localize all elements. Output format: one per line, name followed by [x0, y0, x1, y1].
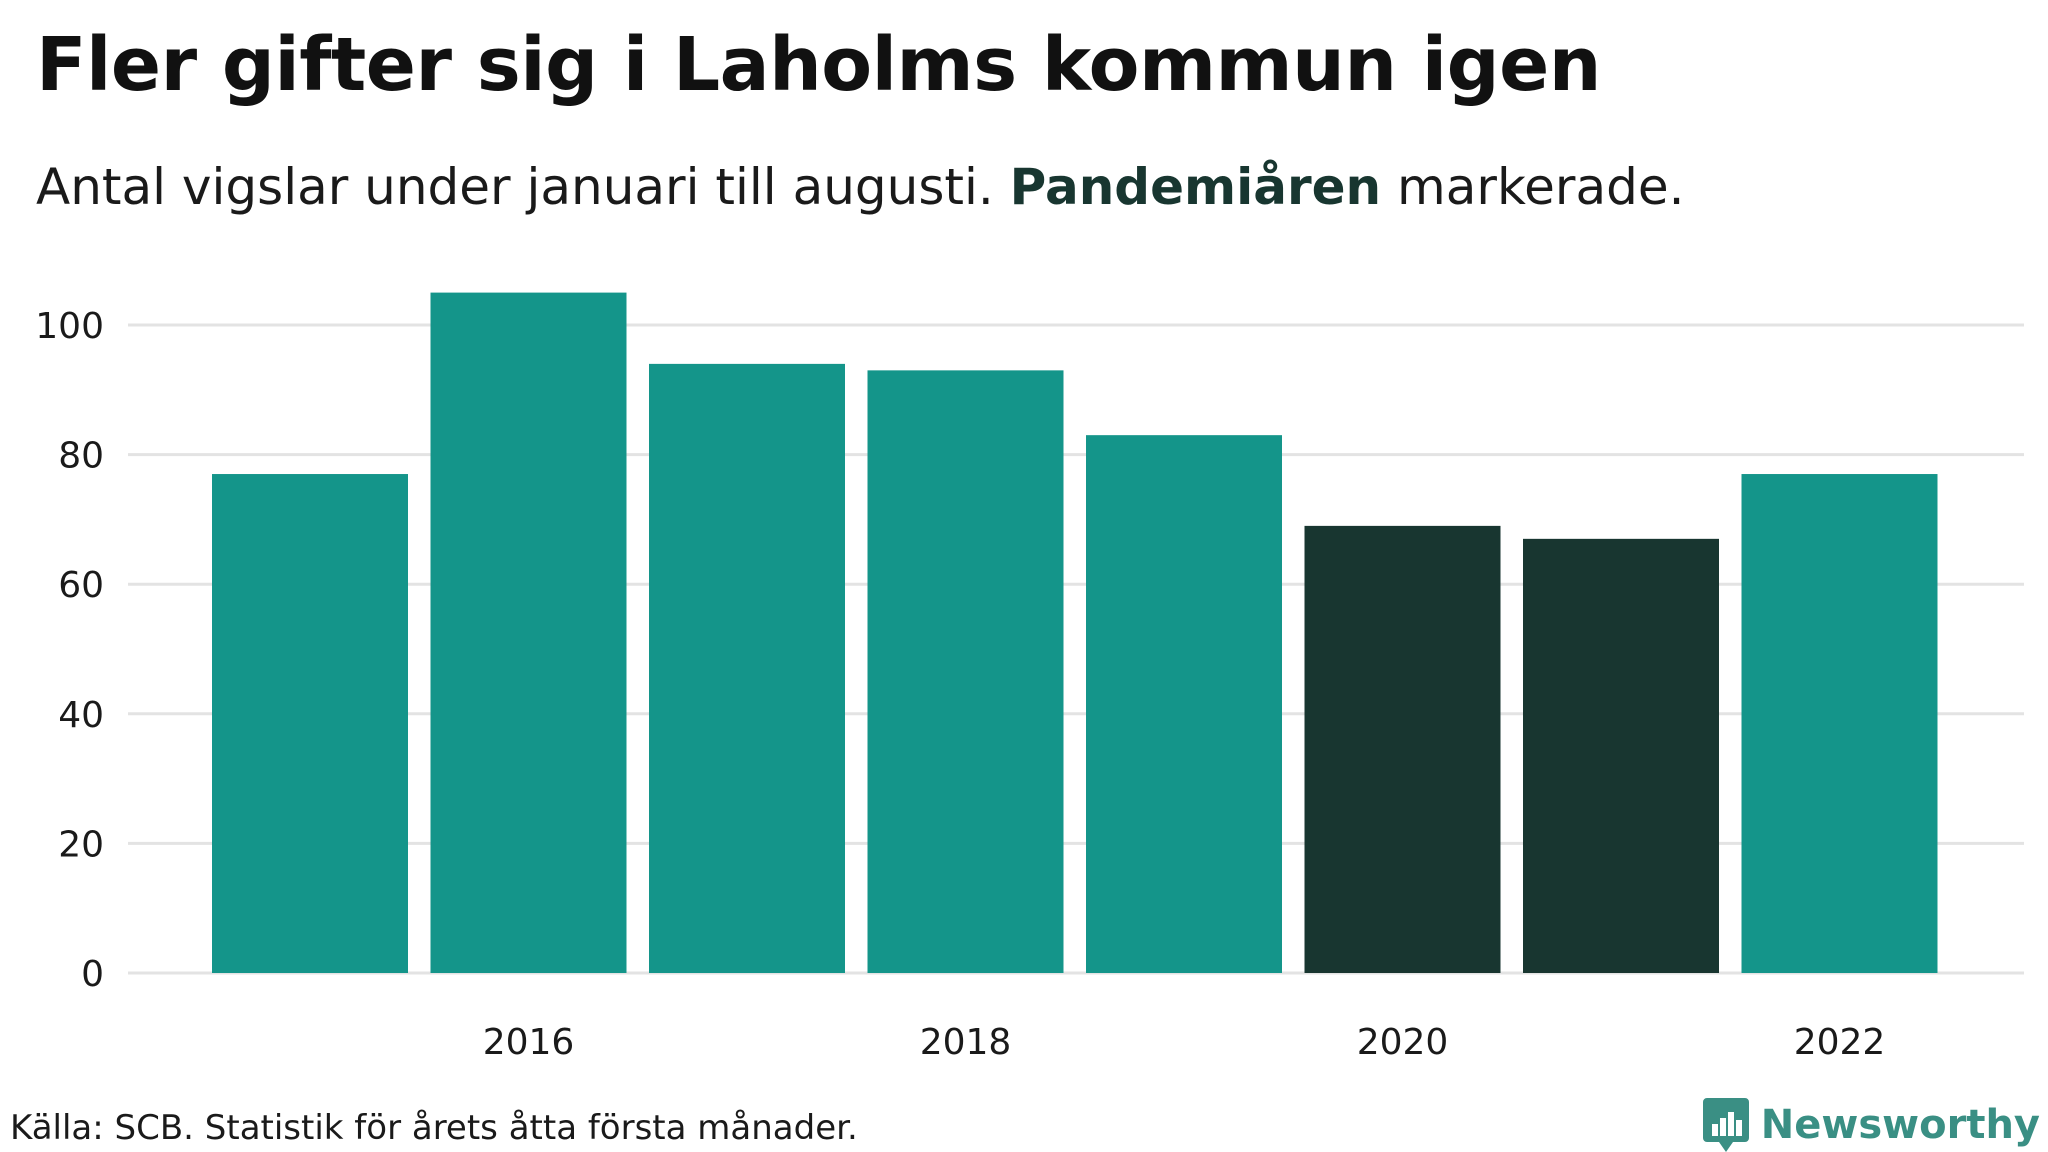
- x-tick-label: 2022: [1794, 1022, 1886, 1063]
- x-tick-label: 2018: [920, 1022, 1012, 1063]
- y-tick-label: 0: [81, 954, 104, 995]
- bar-chart-speech-bubble-icon: [1702, 1098, 1749, 1152]
- subtitle-highlight: Pandemiåren: [1009, 158, 1382, 216]
- x-axis-ticks: 2016 2018 2020 2022: [483, 1022, 1886, 1063]
- subtitle-text: Antal vigslar under januari till augusti…: [36, 158, 1010, 216]
- y-tick-label: 80: [58, 436, 104, 477]
- y-tick-label: 20: [58, 824, 104, 865]
- x-tick-label: 2020: [1357, 1022, 1449, 1063]
- chart-subtitle: Antal vigslar under januari till augusti…: [36, 158, 1684, 216]
- brand-name: Newsworthy: [1760, 1102, 2040, 1148]
- y-tick-label: 60: [58, 565, 104, 606]
- bar-2016: [430, 292, 627, 974]
- x-tick-label: 2016: [483, 1022, 575, 1063]
- bar-2018: [867, 370, 1064, 973]
- grid-lines: [128, 323, 2024, 975]
- source-note: Källa: SCB. Statistik för årets åtta för…: [10, 1108, 858, 1148]
- bar-2019: [1086, 435, 1282, 973]
- y-tick-label: 40: [58, 695, 104, 736]
- bars: [212, 292, 1938, 974]
- bar-2021: [1523, 538, 1719, 973]
- subtitle-text-end: markerade.: [1381, 158, 1685, 216]
- bar-chart: 0 20 40 60 80 100 2016 2018 2020 2022: [35, 292, 2024, 1063]
- y-tick-label: 100: [35, 306, 104, 347]
- y-axis-ticks: 0 20 40 60 80 100: [35, 306, 104, 995]
- bar-2015: [212, 474, 408, 973]
- bar-2017: [649, 363, 845, 973]
- bar-2020: [1304, 525, 1501, 973]
- brand-logo: Newsworthy: [1702, 1098, 2040, 1152]
- bar-2022: [1741, 474, 1938, 973]
- chart-title: Fler gifter sig i Laholms kommun igen: [36, 22, 1601, 108]
